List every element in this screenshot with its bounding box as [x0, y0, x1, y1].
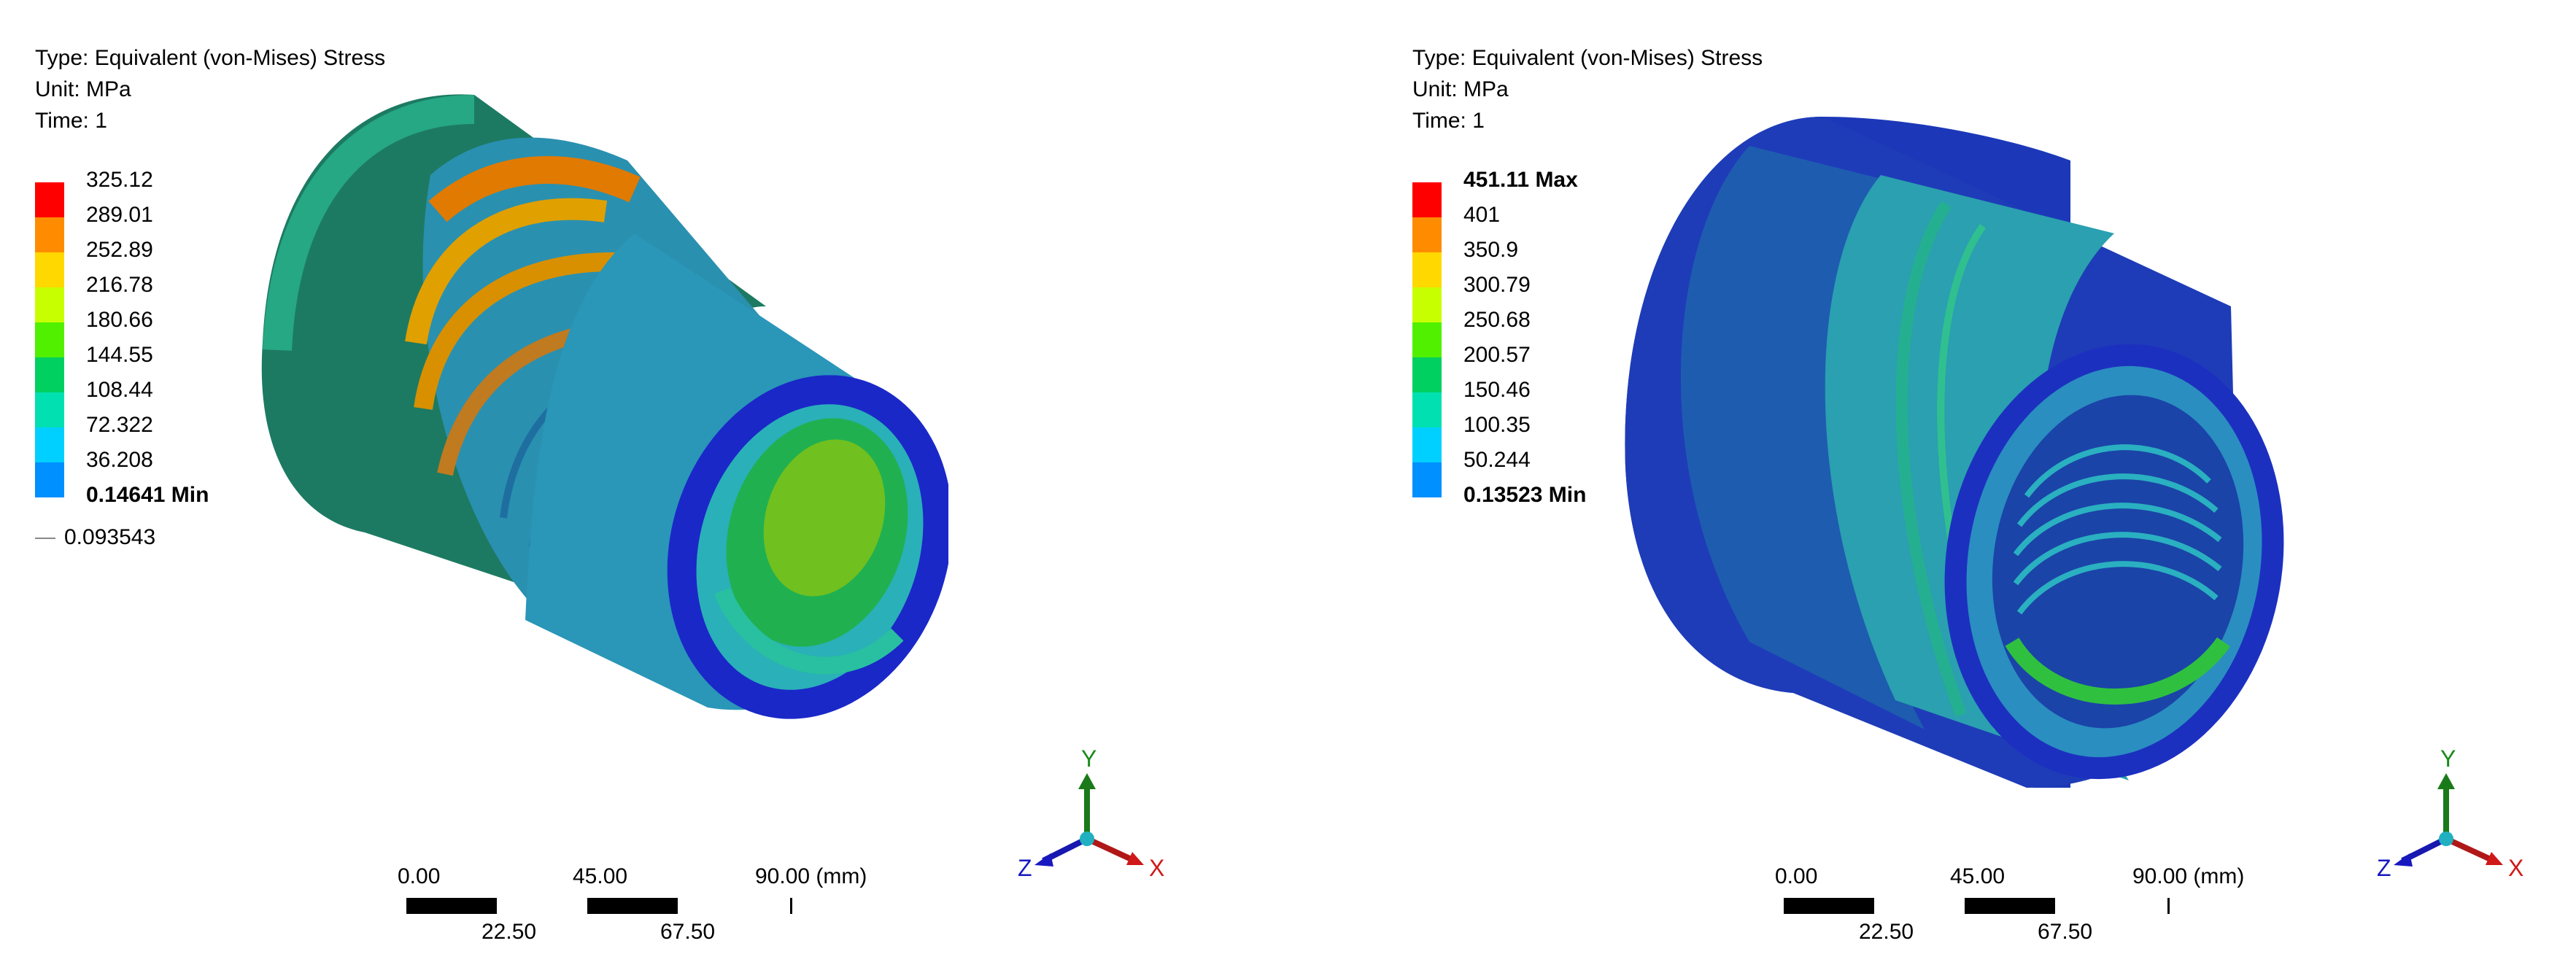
legend-swatch	[35, 182, 64, 217]
coordinate-triad	[2394, 773, 2503, 867]
axis-x-label: X	[2508, 855, 2524, 881]
scale-block	[1784, 898, 1874, 914]
result-type: Type: Equivalent (von-Mises) Stress	[1412, 46, 1763, 70]
legend-swatch	[1412, 427, 1442, 462]
legend-value: 216.78	[86, 273, 153, 297]
legend-extra-value: 0.093543	[35, 525, 155, 550]
scale-block	[406, 898, 497, 914]
legend-value: 300.79	[1463, 273, 1531, 297]
legend-value: 150.46	[1463, 378, 1531, 402]
stress-result-panel-left: Type: Equivalent (von-Mises) Stress Unit…	[35, 42, 1165, 952]
legend-max-value: 451.11 Max	[1463, 168, 1578, 192]
scale-block	[1965, 898, 2055, 914]
legend-swatch	[1412, 217, 1442, 252]
scale-bar: 0.00 45.00 90.00 (mm) 22.50 67.50	[1775, 864, 2286, 952]
legend-swatch	[35, 357, 64, 392]
scale-label-0: 0.00	[1775, 864, 1818, 888]
legend-value: 72.322	[86, 413, 153, 437]
stress-result-panel-right: Type: Equivalent (von-Mises) Stress Unit…	[1377, 0, 2576, 973]
legend-swatch	[1412, 252, 1442, 287]
legend-value: 250.68	[1463, 308, 1531, 332]
legend-value: 100.35	[1463, 413, 1531, 437]
scale-label-22: 22.50	[481, 920, 537, 944]
coordinate-triad	[1034, 773, 1144, 867]
result-unit: Unit: MPa	[1412, 77, 1509, 101]
scale-tick	[2167, 898, 2170, 914]
legend-value: 144.55	[86, 343, 153, 367]
axis-z-label: Z	[1018, 855, 1032, 881]
result-info: Type: Equivalent (von-Mises) Stress Unit…	[35, 42, 385, 136]
legend-swatch	[35, 252, 64, 287]
result-type: Type: Equivalent (von-Mises) Stress	[35, 46, 386, 70]
legend-min-value: 0.13523 Min	[1463, 483, 1587, 507]
legend-swatch	[1412, 392, 1442, 427]
stress-contour-model-left	[261, 94, 948, 719]
scale-block	[587, 898, 678, 914]
stress-contour-model-right	[1625, 117, 2284, 788]
scale-label-67: 67.50	[660, 920, 716, 944]
legend-swatch	[1412, 287, 1442, 322]
legend-value: 108.44	[86, 378, 153, 402]
axis-z-label: Z	[2377, 855, 2391, 881]
legend-swatch	[35, 392, 64, 427]
scale-label-67: 67.50	[2038, 920, 2093, 944]
legend-swatch	[1412, 462, 1442, 497]
result-unit: Unit: MPa	[35, 77, 131, 101]
result-time: Time: 1	[1412, 109, 1485, 133]
legend-swatch	[35, 427, 64, 462]
scale-label-90: 90.00 (mm)	[2132, 864, 2245, 888]
legend-value: 50.244	[1463, 448, 1531, 472]
legend-swatch	[1412, 322, 1442, 357]
legend-value: 180.66	[86, 308, 153, 332]
legend-value: 252.89	[86, 238, 153, 262]
axis-x-label: X	[1149, 855, 1165, 881]
legend-swatch	[1412, 357, 1442, 392]
legend-value: 401	[1463, 203, 1501, 227]
scale-bar: 0.00 45.00 90.00 (mm) 22.50 67.50	[398, 864, 908, 952]
legend-value: 350.9	[1463, 238, 1519, 262]
axis-y-label: Y	[1081, 745, 1097, 772]
legend-value: 289.01	[86, 203, 153, 227]
scale-tick	[790, 898, 792, 914]
scale-label-0: 0.00	[398, 864, 441, 888]
legend-min-value: 0.14641 Min	[86, 483, 209, 507]
scale-label-45: 45.00	[1950, 864, 2006, 888]
legend-swatch	[35, 217, 64, 252]
legend-value: 325.12	[86, 168, 153, 192]
legend-swatch	[1412, 182, 1442, 217]
axis-y-label: Y	[2440, 745, 2456, 772]
scale-label-90: 90.00 (mm)	[755, 864, 867, 888]
legend-value: 36.208	[86, 448, 153, 472]
legend-value: 200.57	[1463, 343, 1531, 367]
legend-swatch	[35, 287, 64, 322]
result-time: Time: 1	[35, 109, 107, 133]
result-info: Type: Equivalent (von-Mises) Stress Unit…	[1412, 42, 1763, 136]
legend-swatch	[35, 462, 64, 497]
scale-label-45: 45.00	[573, 864, 628, 888]
legend-extra-label: 0.093543	[64, 525, 156, 549]
legend-swatch	[35, 322, 64, 357]
scale-label-22: 22.50	[1859, 920, 1914, 944]
